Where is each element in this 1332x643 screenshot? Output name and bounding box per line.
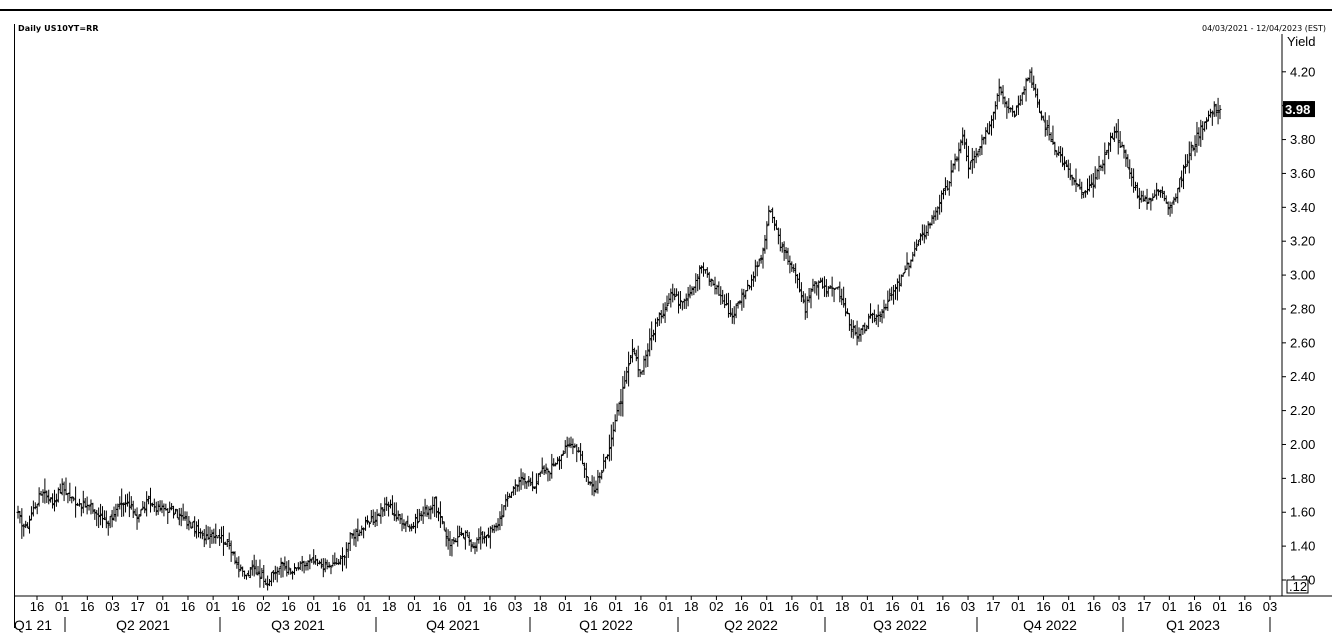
x-tick-label: 01 <box>910 599 924 614</box>
quarter-label: Q1 2023 <box>1166 617 1220 633</box>
x-tick-label: 01 <box>860 599 874 614</box>
y-tick-label: 2.80 <box>1290 301 1315 316</box>
quarter-label: Q2 2021 <box>116 617 170 633</box>
y-tick-label: 3.20 <box>1290 234 1315 249</box>
x-tick-label: 01 <box>156 599 170 614</box>
y-tick-label: 2.60 <box>1290 335 1315 350</box>
quarter-label: Q3 2022 <box>873 617 927 633</box>
x-tick-label: 01 <box>206 599 220 614</box>
x-tick-label: 01 <box>407 599 421 614</box>
x-tick-label: 01 <box>659 599 673 614</box>
x-tick-label: 01 <box>1061 599 1075 614</box>
x-tick-label: 16 <box>1187 599 1201 614</box>
x-tick-label: 16 <box>281 599 295 614</box>
x-tick-label: 03 <box>508 599 522 614</box>
x-tick-label: 16 <box>885 599 899 614</box>
quarter-label: Q2 2022 <box>724 617 778 633</box>
y-tick-label: 3.60 <box>1290 166 1315 181</box>
x-tick-label: 03 <box>1112 599 1126 614</box>
scale-marker-label: .12 <box>1289 579 1307 594</box>
x-tick-label: 16 <box>80 599 94 614</box>
y-tick-label: 3.00 <box>1290 268 1315 283</box>
x-tick-label: 03 <box>1263 599 1277 614</box>
x-tick-label: 16 <box>483 599 497 614</box>
x-tick-label: 01 <box>55 599 69 614</box>
y-tick-label: 2.20 <box>1290 403 1315 418</box>
x-tick-label: 18 <box>684 599 698 614</box>
x-tick-label: 16 <box>432 599 446 614</box>
quarter-label: Q1 2022 <box>579 617 633 633</box>
top-rule <box>0 9 1332 11</box>
x-tick-label: 01 <box>458 599 472 614</box>
x-tick-label: 01 <box>1162 599 1176 614</box>
y-tick-label: 4.20 <box>1290 64 1315 79</box>
x-tick-label: 16 <box>332 599 346 614</box>
chart-title: Daily US10YT=RR <box>18 24 99 33</box>
quarter-label: Q1 21 <box>14 617 52 633</box>
x-tick-label: 16 <box>1087 599 1101 614</box>
date-range: 04/03/2021 - 12/04/2023 (EST) <box>1202 24 1326 33</box>
last-value-marker <box>1283 101 1315 118</box>
x-tick-label: 01 <box>357 599 371 614</box>
y-tick-label: 1.40 <box>1290 539 1315 554</box>
x-tick-label: 01 <box>307 599 321 614</box>
x-tick-label: 18 <box>382 599 396 614</box>
quarter-label: Q4 2021 <box>426 617 480 633</box>
x-tick-label: 18 <box>533 599 547 614</box>
y-tick-label: 1.80 <box>1290 471 1315 486</box>
x-tick-label: 16 <box>785 599 799 614</box>
x-tick-label: 01 <box>1011 599 1025 614</box>
x-tick-label: 17 <box>1137 599 1151 614</box>
y-tick-label: 1.60 <box>1290 505 1315 520</box>
x-tick-label: 16 <box>30 599 44 614</box>
x-tick-label: 03 <box>961 599 975 614</box>
x-tick-label: 01 <box>558 599 572 614</box>
x-tick-label: 03 <box>105 599 119 614</box>
price-bars <box>16 67 1222 591</box>
x-tick-label: 17 <box>130 599 144 614</box>
x-tick-label: 16 <box>231 599 245 614</box>
x-tick-label: 01 <box>1212 599 1226 614</box>
x-tick-label: 16 <box>181 599 195 614</box>
y-tick-label: 2.40 <box>1290 369 1315 384</box>
x-tick-label: 01 <box>609 599 623 614</box>
x-tick-label: 16 <box>1238 599 1252 614</box>
y-tick-label: 3.80 <box>1290 132 1315 147</box>
quarter-label: Q4 2022 <box>1023 617 1077 633</box>
x-tick-label: 17 <box>986 599 1000 614</box>
x-tick-label: 02 <box>709 599 723 614</box>
x-tick-label: 01 <box>760 599 774 614</box>
x-tick-label: 18 <box>835 599 849 614</box>
scale-marker-box <box>1286 579 1309 594</box>
y-tick-label: 3.40 <box>1290 200 1315 215</box>
x-tick-label: 16 <box>634 599 648 614</box>
x-tick-label: 16 <box>936 599 950 614</box>
x-tick-label: 16 <box>1036 599 1050 614</box>
y-axis-label: Yield <box>1287 34 1315 49</box>
x-tick-label: 16 <box>583 599 597 614</box>
quarter-label: Q3 2021 <box>271 617 325 633</box>
y-tick-label: 2.00 <box>1290 437 1315 452</box>
x-tick-label: 01 <box>810 599 824 614</box>
x-tick-label: 02 <box>256 599 270 614</box>
last-value-label: 3.98 <box>1285 102 1310 117</box>
x-tick-label: 16 <box>734 599 748 614</box>
left-rule <box>14 24 15 628</box>
